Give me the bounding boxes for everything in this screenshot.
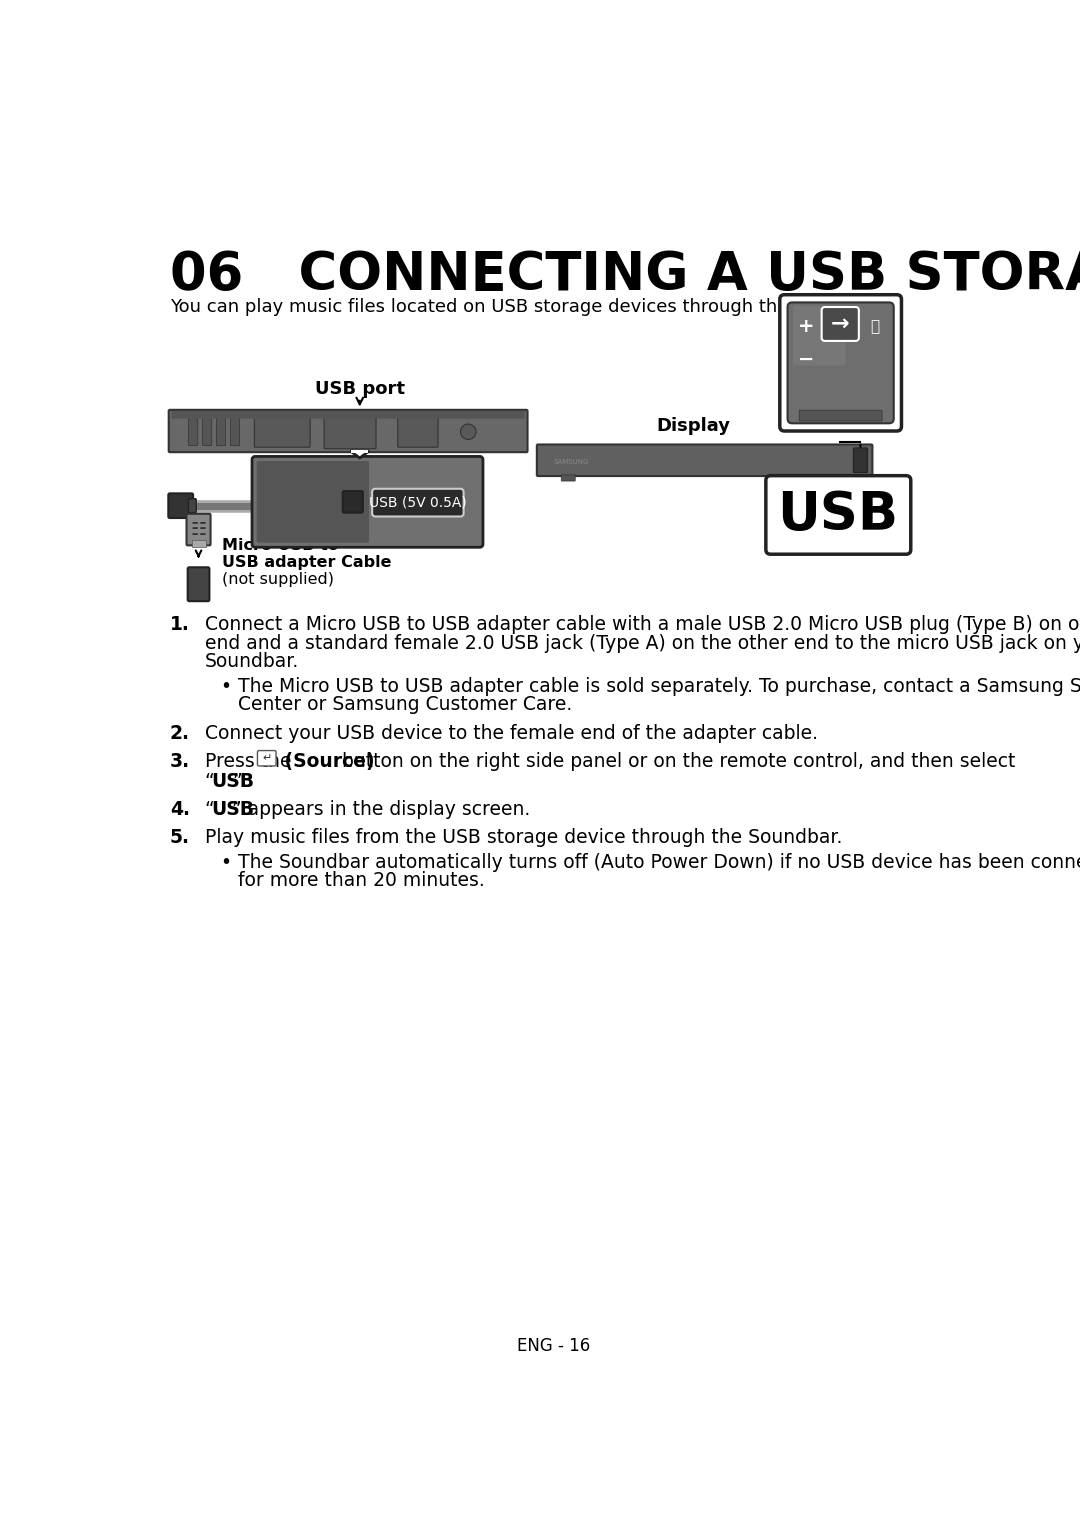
FancyBboxPatch shape (780, 294, 902, 430)
Text: USB (5V 0.5A): USB (5V 0.5A) (369, 496, 467, 510)
Text: USB: USB (211, 772, 254, 791)
Text: USB port: USB port (314, 380, 405, 398)
Text: Soundbar.: Soundbar. (205, 653, 299, 671)
Text: 5.: 5. (170, 827, 190, 847)
Text: button on the right side panel or on the remote control, and then select: button on the right side panel or on the… (337, 752, 1016, 771)
FancyBboxPatch shape (191, 539, 205, 547)
Text: 3.: 3. (170, 752, 190, 771)
Text: “: “ (205, 772, 214, 791)
Text: 06   CONNECTING A USB STORAGE DEVICE: 06 CONNECTING A USB STORAGE DEVICE (170, 250, 1080, 302)
FancyBboxPatch shape (853, 447, 867, 472)
Text: ”.: ”. (232, 772, 247, 791)
Text: ENG - 16: ENG - 16 (517, 1337, 590, 1356)
Circle shape (460, 424, 476, 440)
Polygon shape (351, 450, 368, 453)
Text: (Source): (Source) (278, 752, 375, 771)
Text: SAMSUNG: SAMSUNG (554, 458, 589, 464)
FancyBboxPatch shape (822, 306, 859, 342)
Text: USB: USB (211, 800, 254, 818)
Text: Center or Samsung Customer Care.: Center or Samsung Customer Care. (238, 696, 572, 714)
FancyBboxPatch shape (189, 417, 198, 446)
Text: for more than 20 minutes.: for more than 20 minutes. (238, 872, 485, 890)
Text: 2.: 2. (170, 725, 190, 743)
Text: Micro USB to: Micro USB to (221, 538, 338, 553)
FancyBboxPatch shape (799, 411, 882, 421)
FancyBboxPatch shape (342, 492, 363, 513)
FancyBboxPatch shape (202, 417, 212, 446)
Text: Connect a Micro USB to USB adapter cable with a male USB 2.0 Micro USB plug (Typ: Connect a Micro USB to USB adapter cable… (205, 614, 1080, 634)
Text: ☷: ☷ (190, 521, 206, 539)
FancyBboxPatch shape (833, 475, 847, 481)
Text: “: “ (205, 800, 214, 818)
FancyBboxPatch shape (172, 411, 525, 418)
FancyBboxPatch shape (187, 513, 211, 545)
Text: USB: USB (778, 489, 899, 541)
FancyBboxPatch shape (255, 415, 310, 447)
Text: •: • (220, 853, 231, 872)
Text: Press the: Press the (205, 752, 297, 771)
Text: 1.: 1. (170, 614, 190, 634)
FancyBboxPatch shape (188, 567, 210, 601)
FancyBboxPatch shape (537, 444, 873, 476)
FancyBboxPatch shape (230, 417, 240, 446)
Text: (not supplied): (not supplied) (221, 571, 334, 587)
Text: The Micro USB to USB adapter cable is sold separately. To purchase, contact a Sa: The Micro USB to USB adapter cable is so… (238, 677, 1080, 696)
FancyBboxPatch shape (257, 751, 276, 766)
Text: USB adapter Cable: USB adapter Cable (221, 555, 391, 570)
FancyBboxPatch shape (793, 305, 846, 366)
FancyBboxPatch shape (168, 411, 527, 452)
FancyBboxPatch shape (324, 414, 376, 449)
Text: −: − (798, 349, 814, 369)
Text: You can play music files located on USB storage devices through the Soundbar.: You can play music files located on USB … (170, 297, 885, 316)
FancyBboxPatch shape (168, 493, 193, 518)
Text: ⏻: ⏻ (869, 319, 879, 334)
FancyBboxPatch shape (787, 302, 894, 423)
FancyBboxPatch shape (216, 417, 226, 446)
Polygon shape (350, 450, 369, 458)
Text: The Soundbar automatically turns off (Auto Power Down) if no USB device has been: The Soundbar automatically turns off (Au… (238, 853, 1080, 872)
Text: ↵: ↵ (262, 754, 271, 763)
FancyBboxPatch shape (397, 415, 438, 447)
Text: end and a standard female 2.0 USB jack (Type A) on the other end to the micro US: end and a standard female 2.0 USB jack (… (205, 634, 1080, 653)
Text: →: → (831, 314, 850, 334)
FancyBboxPatch shape (766, 475, 910, 555)
FancyBboxPatch shape (252, 457, 483, 547)
Text: Display: Display (656, 417, 730, 435)
Text: 4.: 4. (170, 800, 190, 818)
Text: +: + (798, 317, 814, 336)
FancyBboxPatch shape (257, 461, 369, 542)
FancyBboxPatch shape (189, 499, 197, 513)
Text: •: • (220, 677, 231, 696)
Text: Connect your USB device to the female end of the adapter cable.: Connect your USB device to the female en… (205, 725, 818, 743)
FancyBboxPatch shape (373, 489, 463, 516)
Text: ” appears in the display screen.: ” appears in the display screen. (232, 800, 530, 818)
Polygon shape (849, 481, 872, 490)
Polygon shape (850, 480, 872, 483)
Text: Play music files from the USB storage device through the Soundbar.: Play music files from the USB storage de… (205, 827, 842, 847)
FancyBboxPatch shape (562, 475, 576, 481)
